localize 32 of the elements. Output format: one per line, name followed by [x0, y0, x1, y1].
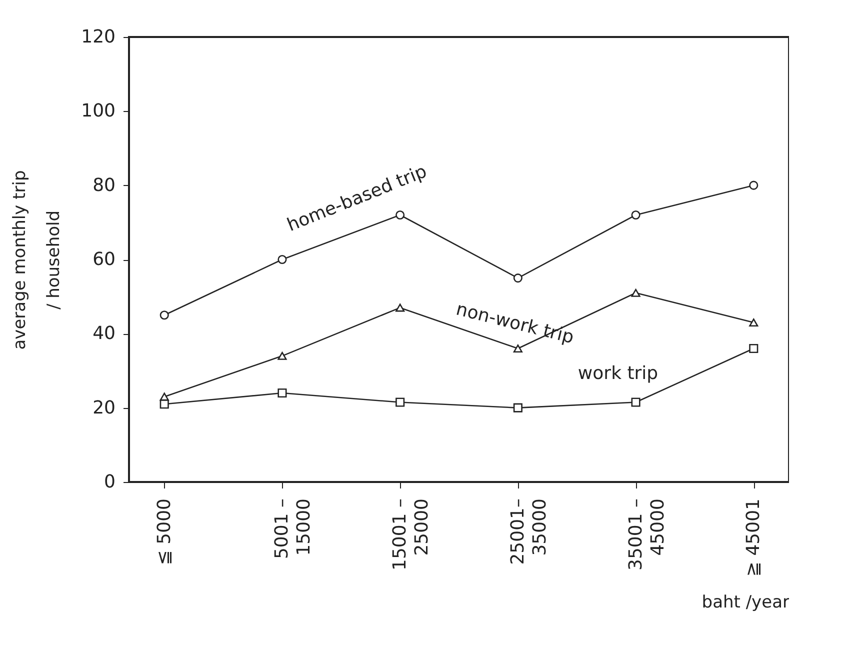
y-tick-label: 80 — [92, 174, 116, 196]
point — [749, 180, 758, 190]
point — [396, 398, 405, 407]
y-tick-label: 40 — [92, 323, 116, 344]
y-tick-label: 120 — [81, 26, 116, 48]
point — [631, 288, 640, 297]
point — [278, 254, 287, 264]
point — [749, 318, 758, 327]
y-tick-label: 100 — [81, 100, 116, 122]
point — [513, 344, 522, 353]
y-tick-label: 60 — [92, 249, 116, 270]
x-tick-label: 5001 – 15000 — [272, 498, 315, 560]
series-label: work trip — [578, 362, 658, 384]
point — [631, 398, 640, 407]
x-tick-label: ≧ 45001 — [743, 498, 764, 577]
y-axis-title: average monthly trip / household — [10, 170, 64, 350]
point — [749, 344, 758, 354]
x-tick-label: 15001 – 25000 — [390, 498, 433, 570]
point — [631, 210, 640, 220]
point — [278, 388, 287, 398]
point — [160, 310, 169, 320]
x-tick-label: 25001– 35000 — [507, 498, 550, 565]
point — [396, 210, 405, 220]
point — [396, 304, 405, 312]
y-tick-label: 0 — [104, 472, 116, 492]
point — [513, 274, 522, 283]
point — [513, 403, 522, 412]
point — [160, 400, 169, 409]
x-tick-label: 35001 – 45000 — [625, 498, 668, 570]
y-tick-label: 20 — [92, 397, 116, 418]
point — [278, 352, 287, 360]
x-tick-label: ≦ 5000 — [154, 498, 175, 566]
